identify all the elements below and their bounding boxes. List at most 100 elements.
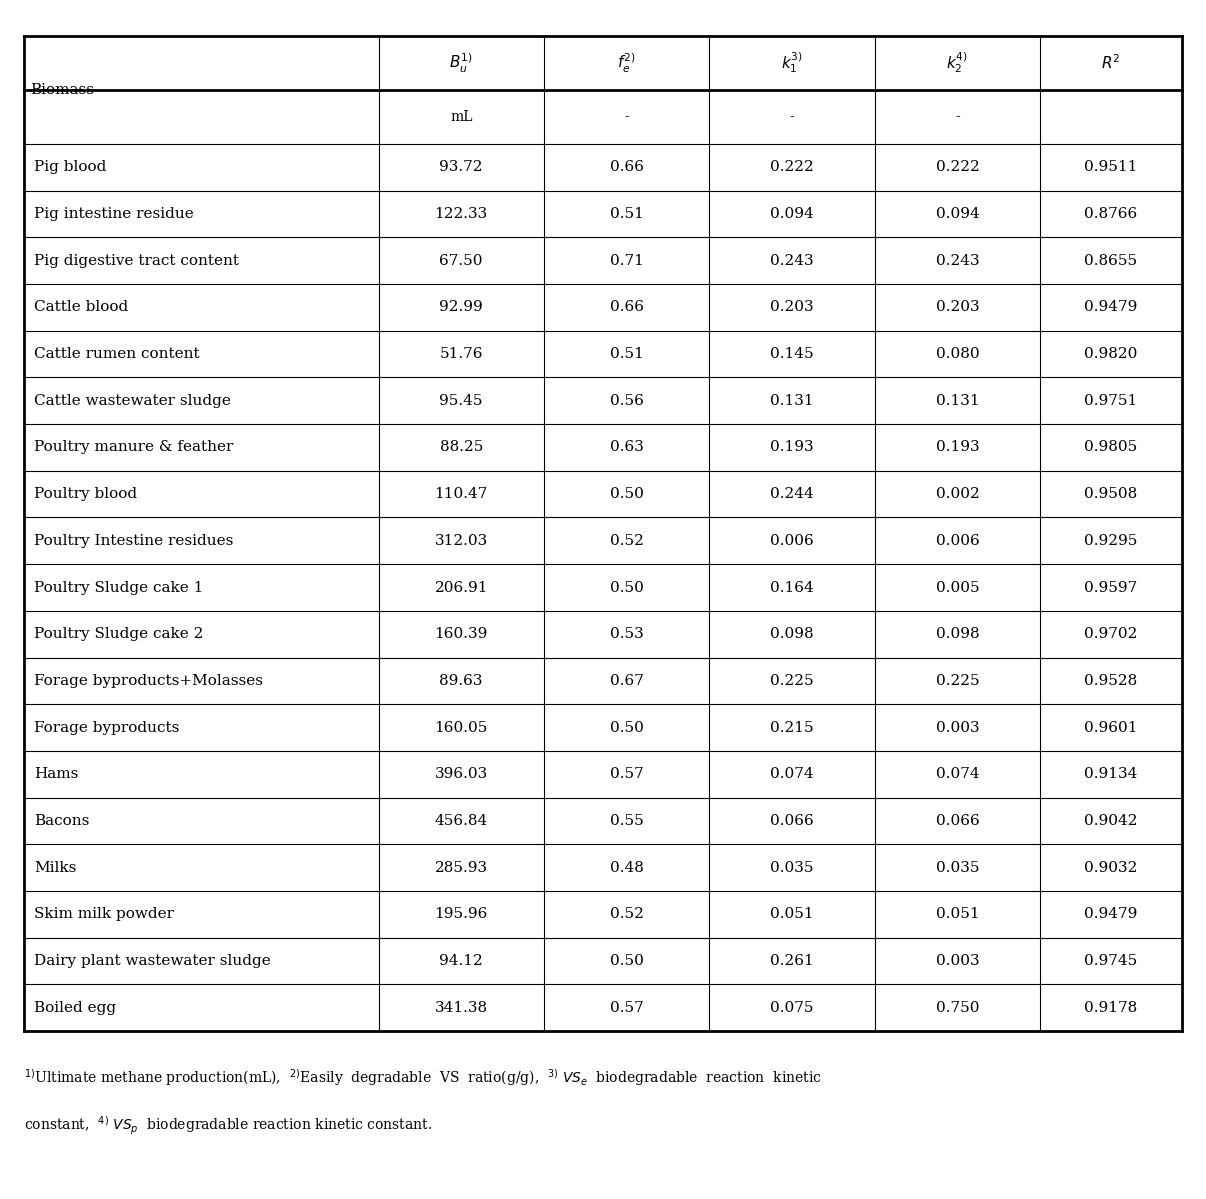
Text: 0.225: 0.225 xyxy=(936,674,979,688)
Text: 0.066: 0.066 xyxy=(771,814,814,829)
Text: 0.002: 0.002 xyxy=(936,487,979,501)
Text: 0.193: 0.193 xyxy=(771,440,814,454)
Text: 285.93: 285.93 xyxy=(434,861,487,875)
Text: 0.222: 0.222 xyxy=(771,161,814,174)
Text: 0.51: 0.51 xyxy=(610,207,644,221)
Text: 0.9597: 0.9597 xyxy=(1084,580,1137,595)
Text: 0.8655: 0.8655 xyxy=(1084,254,1137,267)
Text: 0.50: 0.50 xyxy=(610,721,644,735)
Text: 0.50: 0.50 xyxy=(610,954,644,968)
Text: 0.55: 0.55 xyxy=(610,814,644,829)
Text: 0.080: 0.080 xyxy=(936,347,979,361)
Text: 0.9820: 0.9820 xyxy=(1084,347,1137,361)
Text: Bacons: Bacons xyxy=(34,814,89,829)
Text: 0.52: 0.52 xyxy=(610,534,644,548)
Text: 0.215: 0.215 xyxy=(771,721,814,735)
Text: 0.9134: 0.9134 xyxy=(1084,767,1137,782)
Text: 0.131: 0.131 xyxy=(771,393,814,408)
Text: 0.53: 0.53 xyxy=(610,627,644,641)
Text: 0.131: 0.131 xyxy=(936,393,979,408)
Text: 89.63: 89.63 xyxy=(439,674,482,688)
Text: 0.9042: 0.9042 xyxy=(1084,814,1137,829)
Text: Biomass: Biomass xyxy=(30,83,94,97)
Text: 396.03: 396.03 xyxy=(434,767,488,782)
Text: 0.225: 0.225 xyxy=(771,674,814,688)
Text: Forage byproducts: Forage byproducts xyxy=(34,721,180,735)
Text: Skim milk powder: Skim milk powder xyxy=(34,908,174,921)
Text: Poultry Sludge cake 2: Poultry Sludge cake 2 xyxy=(34,627,203,641)
Text: $B_u^{1)}$: $B_u^{1)}$ xyxy=(450,52,473,74)
Text: 0.066: 0.066 xyxy=(936,814,979,829)
Text: Hams: Hams xyxy=(34,767,78,782)
Text: 0.203: 0.203 xyxy=(771,300,814,314)
Text: -: - xyxy=(625,110,630,123)
Text: 0.9745: 0.9745 xyxy=(1084,954,1137,968)
Text: 0.9528: 0.9528 xyxy=(1084,674,1137,688)
Text: 160.05: 160.05 xyxy=(434,721,488,735)
Text: Poultry Sludge cake 1: Poultry Sludge cake 1 xyxy=(34,580,203,595)
Text: $f_e^{2)}$: $f_e^{2)}$ xyxy=(617,52,636,74)
Text: $R^2$: $R^2$ xyxy=(1101,54,1120,72)
Text: 0.9479: 0.9479 xyxy=(1084,300,1137,314)
Text: Cattle rumen content: Cattle rumen content xyxy=(34,347,199,361)
Text: -: - xyxy=(955,110,960,123)
Text: 0.63: 0.63 xyxy=(610,440,644,454)
Text: 0.57: 0.57 xyxy=(610,1001,644,1014)
Text: $k_2^{4)}$: $k_2^{4)}$ xyxy=(947,50,968,76)
Text: 92.99: 92.99 xyxy=(439,300,484,314)
Text: 0.51: 0.51 xyxy=(610,347,644,361)
Text: 0.56: 0.56 xyxy=(610,393,644,408)
Text: 0.50: 0.50 xyxy=(610,580,644,595)
Text: 0.9751: 0.9751 xyxy=(1084,393,1137,408)
Text: 0.051: 0.051 xyxy=(771,908,814,921)
Text: 0.9511: 0.9511 xyxy=(1084,161,1137,174)
Text: 0.051: 0.051 xyxy=(936,908,979,921)
Text: Forage byproducts+Molasses: Forage byproducts+Molasses xyxy=(34,674,263,688)
Text: 0.66: 0.66 xyxy=(609,300,644,314)
Text: 94.12: 94.12 xyxy=(439,954,484,968)
Text: 0.075: 0.075 xyxy=(771,1001,814,1014)
Text: Milks: Milks xyxy=(34,861,76,875)
Text: 0.006: 0.006 xyxy=(771,534,814,548)
Text: 0.9508: 0.9508 xyxy=(1084,487,1137,501)
Text: Boiled egg: Boiled egg xyxy=(34,1001,116,1014)
Text: Poultry manure & feather: Poultry manure & feather xyxy=(34,440,233,454)
Text: $^{1)}$Ultimate methane production(mL),  $^{2)}$Easily  degradable  VS  ratio(g/: $^{1)}$Ultimate methane production(mL), … xyxy=(24,1067,822,1087)
Text: 0.203: 0.203 xyxy=(936,300,979,314)
Text: 0.003: 0.003 xyxy=(936,721,979,735)
Text: 0.098: 0.098 xyxy=(936,627,979,641)
Text: 0.244: 0.244 xyxy=(771,487,814,501)
Text: 0.006: 0.006 xyxy=(936,534,979,548)
Text: Poultry blood: Poultry blood xyxy=(34,487,137,501)
Text: 0.9295: 0.9295 xyxy=(1084,534,1137,548)
Text: 206.91: 206.91 xyxy=(434,580,488,595)
Text: 93.72: 93.72 xyxy=(439,161,482,174)
Text: $k_1^{3)}$: $k_1^{3)}$ xyxy=(781,50,803,76)
Text: 51.76: 51.76 xyxy=(439,347,482,361)
Text: 0.66: 0.66 xyxy=(609,161,644,174)
Text: 110.47: 110.47 xyxy=(434,487,488,501)
Text: 0.243: 0.243 xyxy=(771,254,814,267)
Text: 0.8766: 0.8766 xyxy=(1084,207,1137,221)
Text: 160.39: 160.39 xyxy=(434,627,488,641)
Text: 0.035: 0.035 xyxy=(936,861,979,875)
Text: Poultry Intestine residues: Poultry Intestine residues xyxy=(34,534,233,548)
Text: Pig blood: Pig blood xyxy=(34,161,106,174)
Text: 0.098: 0.098 xyxy=(771,627,814,641)
Text: 0.094: 0.094 xyxy=(936,207,979,221)
Text: Dairy plant wastewater sludge: Dairy plant wastewater sludge xyxy=(34,954,270,968)
Text: 0.261: 0.261 xyxy=(771,954,814,968)
Text: 0.005: 0.005 xyxy=(936,580,979,595)
Text: Pig digestive tract content: Pig digestive tract content xyxy=(34,254,239,267)
Text: 0.9601: 0.9601 xyxy=(1084,721,1137,735)
Text: 0.71: 0.71 xyxy=(610,254,644,267)
Text: 312.03: 312.03 xyxy=(434,534,488,548)
Text: 0.50: 0.50 xyxy=(610,487,644,501)
Text: 0.222: 0.222 xyxy=(936,161,979,174)
Text: 0.52: 0.52 xyxy=(610,908,644,921)
Text: 0.67: 0.67 xyxy=(610,674,644,688)
Text: Pig intestine residue: Pig intestine residue xyxy=(34,207,193,221)
Text: 67.50: 67.50 xyxy=(439,254,482,267)
Text: 0.164: 0.164 xyxy=(771,580,814,595)
Text: constant,  $^{4)}$ $\it{VS_p}$  biodegradable reaction kinetic constant.: constant, $^{4)}$ $\it{VS_p}$ biodegrada… xyxy=(24,1115,433,1138)
